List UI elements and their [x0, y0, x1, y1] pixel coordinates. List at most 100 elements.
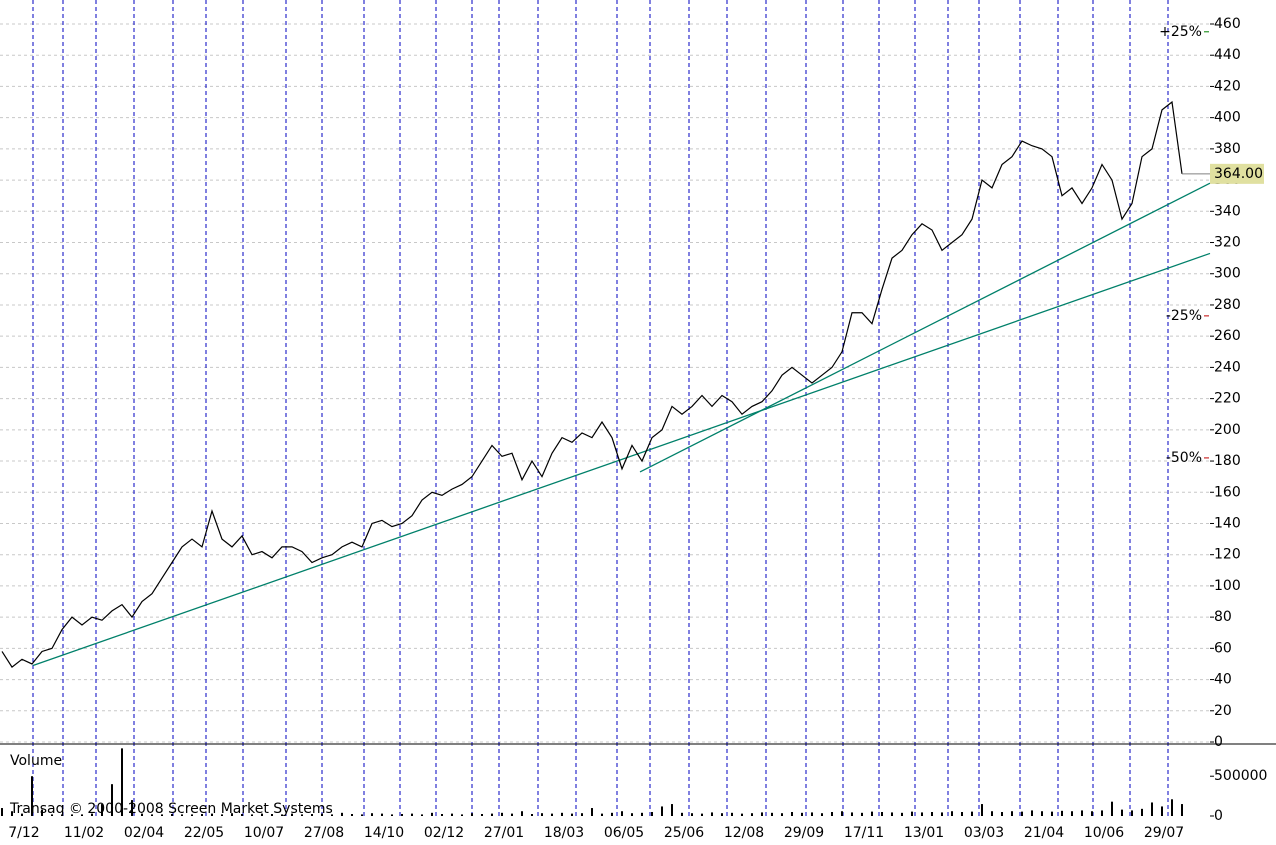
y-tick-label: 120 — [1214, 547, 1241, 563]
volume-bar — [841, 811, 843, 816]
volume-bar — [911, 811, 913, 816]
volume-bar — [661, 806, 663, 816]
volume-bar — [1121, 809, 1123, 816]
volume-bar — [691, 813, 693, 816]
volume-bar — [141, 813, 143, 816]
volume-bar — [41, 809, 43, 816]
volume-bar — [931, 812, 933, 816]
footer: Transaq © 2000-2008 Screen Market System… — [9, 801, 333, 817]
volume-bar — [1011, 811, 1013, 816]
volume-bar — [781, 813, 783, 816]
x-tick-label: 10/06 — [1084, 825, 1124, 841]
y-tick-label: 320 — [1214, 235, 1241, 251]
x-tick-label: 03/03 — [964, 825, 1004, 841]
volume-bar — [401, 814, 403, 816]
volume-bar — [1041, 811, 1043, 816]
current-price-label: 364.00 — [1214, 166, 1263, 182]
volume-bar — [461, 814, 463, 816]
percent-level-label: -50% — [1166, 450, 1202, 466]
volume-bar — [571, 813, 573, 816]
x-tick-label: 18/03 — [544, 825, 584, 841]
volume-bar — [211, 813, 213, 816]
y-tick-label: 100 — [1214, 578, 1241, 594]
volume-bar — [741, 813, 743, 816]
volume-bar — [901, 812, 903, 816]
volume-bar — [441, 814, 443, 816]
volume-bar — [851, 812, 853, 816]
volume-bar — [361, 814, 363, 816]
y-tick-label: 240 — [1214, 359, 1241, 375]
volume-bar — [1141, 808, 1143, 816]
y-tick-label: 280 — [1214, 297, 1241, 313]
x-tick-label: 06/05 — [604, 825, 644, 841]
y-tick-label: 200 — [1214, 422, 1241, 438]
y-tick-label: 380 — [1214, 141, 1241, 157]
y-tick-label: 140 — [1214, 515, 1241, 531]
volume-bar — [561, 812, 563, 816]
x-tick-label: 21/04 — [1024, 825, 1064, 841]
volume-bar — [221, 814, 223, 816]
volume-bar — [51, 814, 53, 816]
volume-bar — [91, 813, 93, 816]
volume-bar — [491, 813, 493, 816]
volume-bar — [451, 813, 453, 816]
volume-bar — [1031, 810, 1033, 816]
volume-bar — [261, 813, 263, 816]
y-tick-label: 400 — [1214, 110, 1241, 126]
volume-bar — [1181, 804, 1183, 816]
volume-bar — [791, 812, 793, 816]
y-tick-label: 420 — [1214, 78, 1241, 94]
volume-bar — [351, 814, 353, 816]
volume-bar — [581, 813, 583, 816]
volume-bar — [1081, 810, 1083, 816]
volume-bar — [371, 813, 373, 816]
volume-bar — [861, 812, 863, 816]
x-tick-label: 02/12 — [424, 825, 464, 841]
trendline — [32, 252, 1211, 667]
volume-bar — [1061, 810, 1063, 816]
current-price-box — [1210, 163, 1264, 184]
volume-bar — [1021, 811, 1023, 816]
volume-bar — [481, 814, 483, 816]
y-tick-label: 80 — [1214, 609, 1232, 625]
volume-bar — [951, 811, 953, 816]
volume-bar — [21, 813, 23, 816]
volume-bar — [251, 814, 253, 816]
volume-bar — [921, 812, 923, 816]
x-tick-label: 29/07 — [1144, 825, 1184, 841]
volume-bar — [171, 814, 173, 816]
volume-bar — [11, 811, 13, 816]
volume-bar — [1051, 811, 1053, 816]
x-tick-label: 11/02 — [64, 825, 104, 841]
y-tick-label: 60 — [1214, 640, 1232, 656]
volume-bar — [111, 784, 113, 816]
volume-bar — [391, 814, 393, 816]
volume-bar — [671, 804, 673, 816]
volume-bar — [161, 814, 163, 816]
y-tick-label: 340 — [1214, 203, 1241, 219]
x-tick-label: 17/11 — [844, 825, 884, 841]
y-tick-label: 40 — [1214, 672, 1232, 688]
y-tick-label: 0 — [1214, 734, 1223, 750]
volume-bar — [1151, 802, 1153, 816]
volume-bar — [651, 812, 653, 816]
x-tick-label: 29/09 — [784, 825, 824, 841]
volume-bar — [711, 812, 713, 816]
volume-bar — [991, 811, 993, 816]
volume-bar — [1, 808, 3, 816]
y-tick-label: 440 — [1214, 47, 1241, 63]
volume-bar — [151, 814, 153, 816]
volume-bar — [701, 813, 703, 816]
volume-bar — [201, 814, 203, 816]
x-tick-label: 27/01 — [484, 825, 524, 841]
volume-bar — [181, 814, 183, 816]
volume-bar — [521, 811, 523, 816]
volume-bar — [81, 814, 83, 816]
volume-bar — [31, 776, 33, 816]
volume-bar — [511, 813, 513, 816]
y-tick-label: 260 — [1214, 328, 1241, 344]
volume-bar — [431, 812, 433, 816]
volume-bar — [311, 814, 313, 816]
